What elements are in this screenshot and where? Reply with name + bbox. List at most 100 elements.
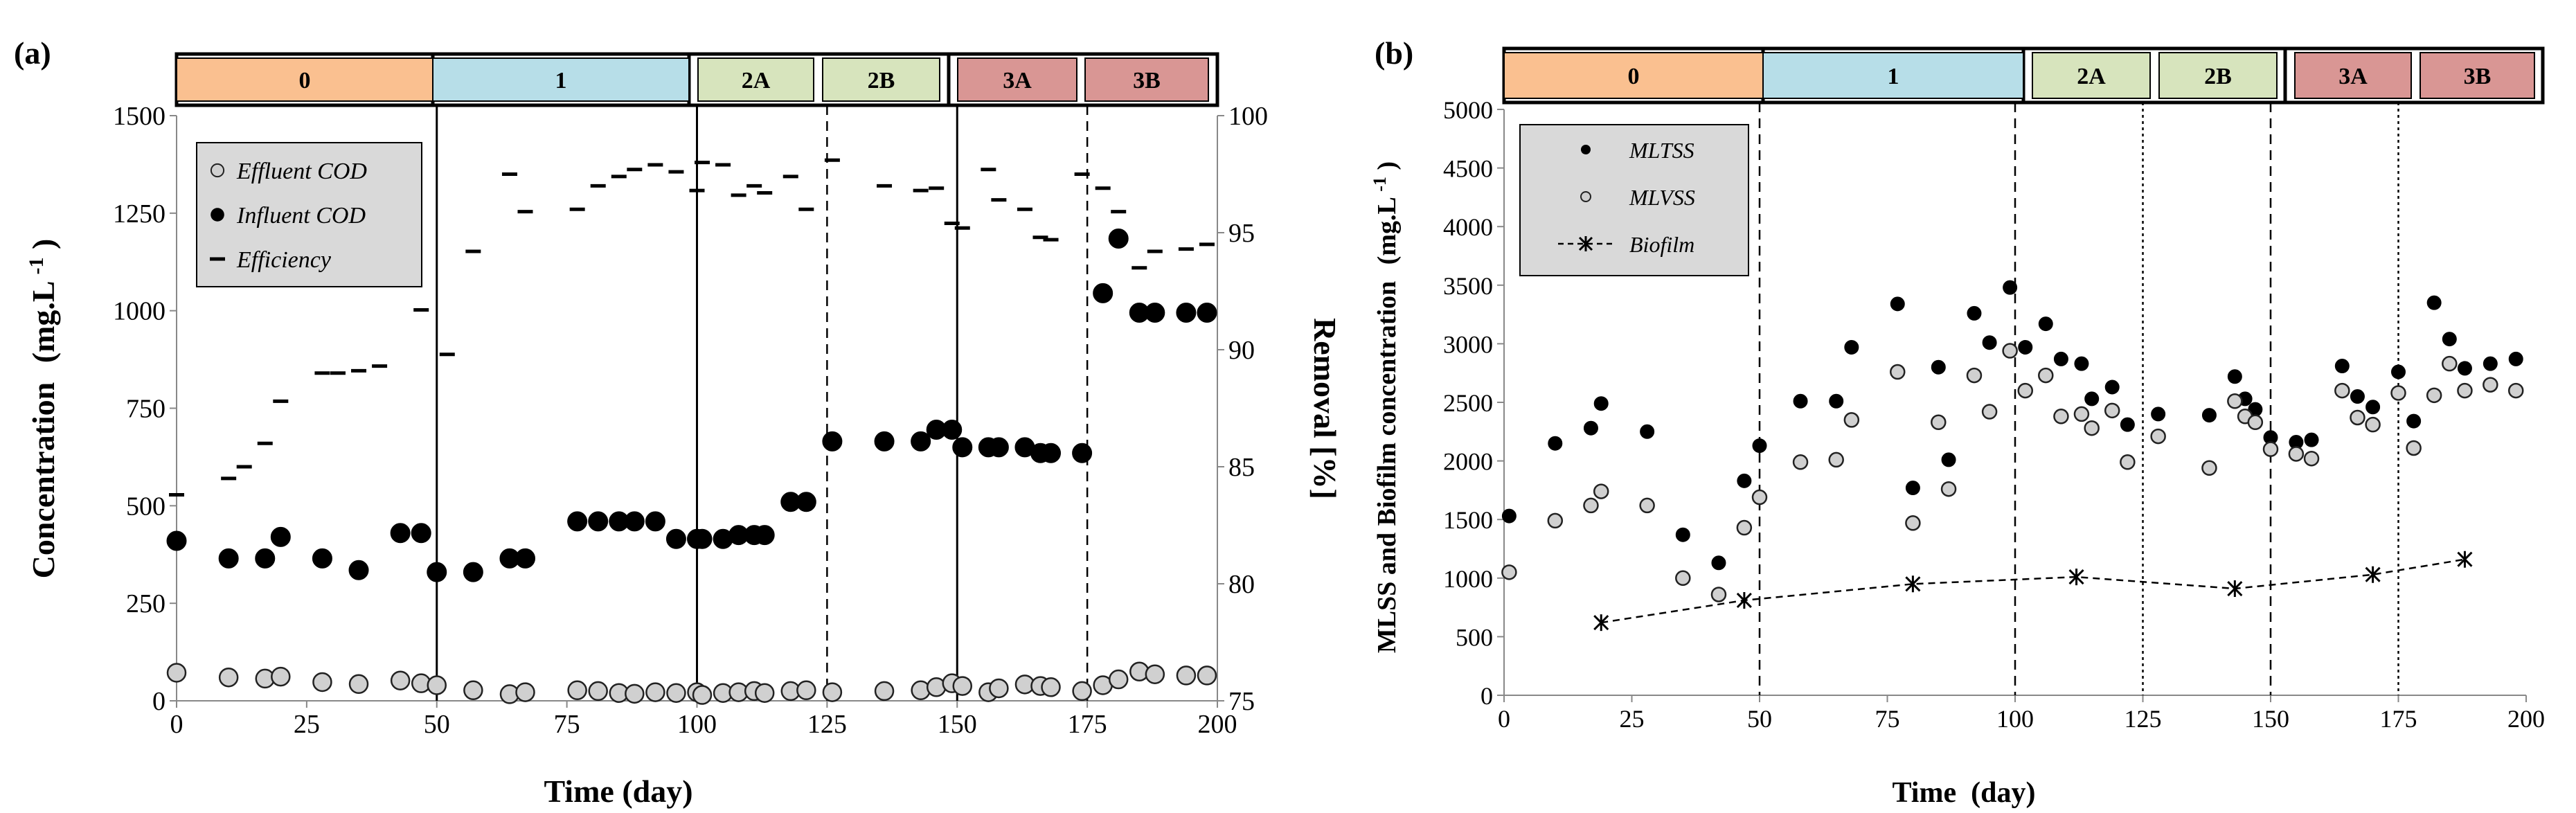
panel-b-mlvss-point: [2507, 382, 2524, 399]
panel-a-influent-cod-point: [1093, 283, 1113, 303]
panel-a-y2-tick-label: 90: [1228, 336, 1255, 365]
panel-a-x-tick-label: 150: [938, 710, 977, 739]
panel-b-legend-biofilm-marker: [1578, 236, 1593, 251]
panel-b-y-axis-units: (mg.L: [1372, 197, 1402, 265]
panel-b-mlvss-point: [2247, 414, 2264, 431]
panel-b-biofilm-point: [2457, 551, 2473, 568]
panel-a-phase-cell-1: [432, 57, 690, 102]
panel-b-mltss-point: [1640, 424, 1655, 439]
panel-b-x-tick-label: 100: [1996, 705, 2034, 733]
panel-b-mltss-point: [2038, 316, 2053, 332]
panel-b-x-axis-label: Time (day): [1893, 777, 2036, 809]
panel-b-phase-group: [2283, 46, 2545, 105]
panel-b-phase-cell-0: [1503, 52, 1764, 99]
panel-b-legend-box: [1519, 124, 1749, 276]
panel-b-phase-label-2A: 2A: [2077, 64, 2106, 89]
panel-a-effluent-cod-point: [1197, 665, 1217, 686]
panel-b-label: (b): [1375, 35, 1413, 71]
panel-b-phase-label-3B: 3B: [2464, 64, 2492, 89]
panel-b-mltss-point: [2227, 369, 2242, 384]
panel-b-mltss-point: [2334, 359, 2350, 374]
panel-b-mlvss-point: [1736, 519, 1753, 536]
panel-a-influent-cod-point: [348, 560, 369, 580]
panel-b-mlvss-point: [2084, 420, 2100, 436]
panel-a-y2-tick-label: 75: [1228, 687, 1255, 716]
panel-a-influent-cod-point: [796, 492, 816, 512]
panel-a-effluent-cod-point: [463, 680, 483, 701]
panel-b-mlvss-point: [1792, 454, 1809, 470]
panel-b-mlvss-point: [1940, 481, 1957, 497]
panel-a-influent-cod-point: [624, 511, 645, 532]
panel-b-y-tick-label: 4000: [1443, 213, 1493, 241]
panel-a-influent-cod-point: [463, 562, 483, 582]
panel-b-mltss-point: [2457, 361, 2472, 376]
panel-b-x-tick-label: 150: [2252, 705, 2289, 733]
panel-b-axes: 0 25 50 75 100 125 150 175 200050010001500200025…: [1443, 96, 2545, 733]
panel-b-legend-mltss-label: MLTSS: [1629, 138, 1694, 163]
panel-b-x-tick-label: 25: [1620, 705, 1645, 733]
panel-b-y-axis-units-close: ): [1372, 161, 1402, 170]
panel-b-legend-mltss-marker: [1581, 145, 1591, 154]
panel-b-mlvss-point: [2390, 385, 2406, 401]
panel-a-x-tick-label: 0: [170, 710, 184, 739]
panel-b-mlvss-point: [1751, 489, 1768, 506]
panel-b-mlvss-point: [1710, 587, 1727, 602]
panel-a-effluent-cod-point: [796, 680, 816, 701]
panel-b-mltss-point: [1931, 359, 1946, 375]
panel-b-mlvss-point: [1966, 367, 1983, 384]
panel-b-mlvss-point: [1905, 515, 1921, 531]
panel-b-legend-mlvss-label: MLVSS: [1629, 185, 1695, 210]
panel-b-phase-cell-1: [1762, 52, 2024, 99]
panel-b-mltss-point: [1711, 555, 1726, 571]
panel-b-mlvss-point: [2442, 355, 2458, 372]
panel-b-mlvss-point: [1890, 364, 1906, 380]
panel-a-phase-bar: 0 1 2A 2B 3A 3B: [175, 52, 1219, 107]
panel-a-legend: Effluent COD Influent COD Efficiency: [196, 142, 422, 287]
panel-a-effluent-cod-point: [588, 681, 608, 702]
panel-b-x-tick-label: 200: [2507, 705, 2545, 733]
panel-b-mltss-point: [1793, 393, 1808, 409]
panel-b-mlvss-point: [1828, 452, 1844, 468]
panel-a-phase-cell-2B: [822, 57, 940, 102]
panel-a-influent-cod-point: [567, 511, 588, 532]
panel-b-mltss-point: [2120, 417, 2135, 432]
panel-a-phase-cell-0: [176, 57, 433, 102]
panel-b-mlvss-point: [1931, 414, 1947, 431]
panel-b-mltss-point: [2018, 339, 2033, 355]
panel-a-influent-cod-point: [988, 437, 1009, 458]
panel-a-y-axis-units-close: ): [26, 239, 61, 249]
panel-b-mlvss-point: [2038, 367, 2054, 384]
panel-b-mlvss-point: [2201, 460, 2217, 476]
panel-a-y-axis-units: (mg.L: [26, 282, 61, 363]
panel-a-effluent-cod-point: [1041, 677, 1061, 697]
panel-b-mlvss-point: [2150, 428, 2166, 445]
panel-a-effluent-cod-point: [952, 676, 973, 696]
panel-a-effluent-cod-point: [515, 682, 535, 702]
panel-a-y-tick-label: 0: [152, 687, 166, 716]
panel-a-effluent-cod-point: [1145, 664, 1165, 684]
panel-b-y-tick-label: 3000: [1443, 330, 1493, 358]
panel-b-mlvss-point: [1981, 404, 1998, 420]
panel-b-mlvss-point: [2483, 377, 2498, 393]
panel-a-x-tick-label: 25: [294, 710, 320, 739]
panel-b-mlvss-point: [1547, 512, 1564, 529]
panel-a-influent-cod-point: [411, 523, 431, 544]
panel-b-phase-cell-2A: [2032, 52, 2151, 99]
panel-b-biofilm-line: [1601, 558, 2465, 624]
panel-b-phase-label-2B: 2B: [2204, 64, 2232, 89]
panel-a-influent-cod-point: [588, 511, 609, 532]
panel-b-mltss-point: [2053, 351, 2068, 366]
panel-b-mltss-point: [2365, 400, 2381, 415]
panel-a-phase-cell-3B: [1084, 57, 1209, 102]
panel-a-phase-label-3A: 3A: [1003, 68, 1032, 93]
panel-a-influent-cod-point: [942, 419, 963, 440]
panel-b-mlvss-point: [2303, 450, 2320, 467]
panel-a-effluent-cod-point: [218, 667, 239, 688]
panel-b-mlvss-point: [2227, 393, 2243, 409]
panel-a-legend-effluent-cod-label: Effluent COD: [236, 159, 367, 184]
panel-b-mlvss-point: [2262, 441, 2279, 457]
panel-a-x-tick-label: 125: [807, 710, 847, 739]
panel-b-biofilm-point: [2227, 580, 2243, 598]
panel-a-influent-cod-point: [665, 528, 686, 549]
panel-a: (a) 0 1 2A 2B 3A 3B 0 25 50 75 100 125 150 175 200 0 25…: [14, 35, 1343, 809]
